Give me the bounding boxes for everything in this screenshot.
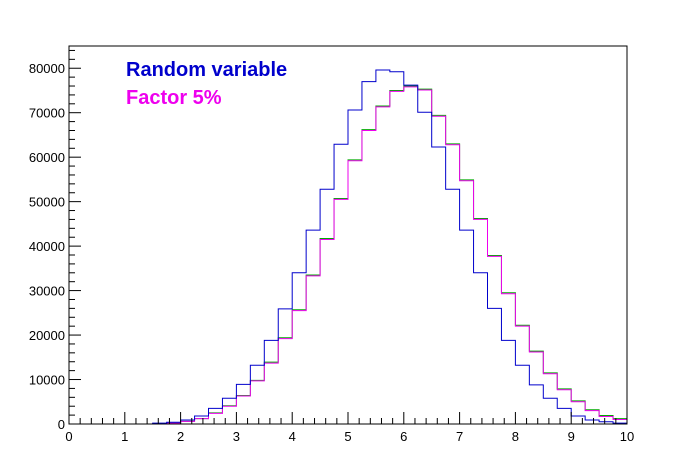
x-tick-label: 6 — [400, 429, 407, 444]
x-tick-label: 10 — [620, 429, 634, 444]
y-tick-label: 30000 — [29, 284, 65, 299]
x-tick-label: 3 — [233, 429, 240, 444]
x-tick-label: 4 — [289, 429, 296, 444]
y-tick-label: 60000 — [29, 150, 65, 165]
legend-entry-random-variable: Random variable — [126, 59, 287, 81]
x-tick-label: 7 — [456, 429, 463, 444]
x-tick-label: 2 — [177, 429, 184, 444]
series-layer — [69, 69, 628, 425]
y-tick-label: 50000 — [29, 195, 65, 210]
x-tick-label: 5 — [344, 429, 351, 444]
y-tick-label: 40000 — [29, 239, 65, 254]
y-tick-label: 0 — [58, 417, 65, 432]
x-tick-label: 9 — [568, 429, 575, 444]
series-random-variable — [69, 69, 628, 425]
y-tick-label: 10000 — [29, 373, 65, 388]
x-tick-label: 1 — [121, 429, 128, 444]
legend-entry-factor-5pct: Factor 5% — [126, 87, 222, 109]
y-tick-label: 80000 — [29, 61, 65, 76]
y-tick-label: 20000 — [29, 328, 65, 343]
legend: Random variable Factor 5% — [126, 59, 287, 109]
x-tick-label: 0 — [65, 429, 72, 444]
y-tick-label: 70000 — [29, 106, 65, 121]
axis-layer: 0 1 2 3 4 5 6 7 8 9 10 0 10000 20000 30000 40000 50000 60… — [29, 49, 634, 444]
x-tick-label: 8 — [512, 429, 519, 444]
